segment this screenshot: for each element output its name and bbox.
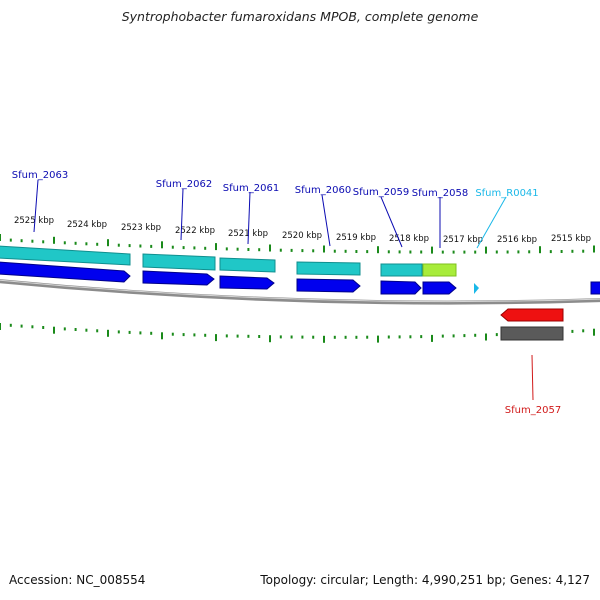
- kbp-label: 2520 kbp: [282, 231, 322, 241]
- genome-title: Syntrophobacter fumaroxidans MPOB, compl…: [121, 9, 479, 24]
- reverse-cds-arrow[interactable]: [500, 308, 564, 322]
- cds-arrow[interactable]: [142, 270, 215, 286]
- kbp-label: 2518 kbp: [389, 234, 429, 244]
- cds-arrow[interactable]: [296, 278, 361, 293]
- kbp-label: 2522 kbp: [175, 226, 215, 236]
- gene-feature[interactable]: [219, 257, 276, 273]
- reverse-gene-feature[interactable]: [500, 326, 564, 341]
- kbp-scale-labels: 2525 kbp 2524 kbp 2523 kbp 2522 kbp 2521…: [14, 216, 591, 245]
- kbp-label: 2519 kbp: [336, 233, 376, 243]
- pseudo-gene-feature[interactable]: [422, 263, 457, 277]
- reverse-gene-track: [500, 308, 564, 341]
- gene-label-sfum-r0041[interactable]: Sfum_R0041: [475, 188, 538, 199]
- leader-line: [180, 188, 184, 241]
- upper-tick-scale: [0, 234, 595, 254]
- kbp-label: 2525 kbp: [14, 216, 54, 226]
- gene-label-sfum-2058[interactable]: Sfum_2058: [412, 188, 468, 199]
- forward-gene-labels: Sfum_2063 Sfum_2062 Sfum_2061 Sfum_2060 …: [12, 170, 539, 199]
- leader-line: [33, 179, 39, 233]
- gene-label-sfum-2063[interactable]: Sfum_2063: [12, 170, 68, 181]
- kbp-label: 2516 kbp: [497, 235, 537, 245]
- gene-feature[interactable]: [296, 261, 361, 276]
- kbp-label: 2517 kbp: [443, 235, 483, 245]
- kbp-label: 2524 kbp: [67, 220, 107, 230]
- gene-label-sfum-2059[interactable]: Sfum_2059: [353, 187, 409, 198]
- kbp-label: 2523 kbp: [121, 223, 161, 233]
- gene-label-sfum-2061[interactable]: Sfum_2061: [223, 183, 279, 194]
- gene-feature[interactable]: [142, 253, 216, 271]
- leader-line: [247, 191, 251, 245]
- gene-feature[interactable]: [0, 245, 131, 266]
- cds-arrow[interactable]: [590, 281, 600, 295]
- genome-backbone: [0, 279, 600, 305]
- genome-summary-text: Topology: circular; Length: 4,990,251 bp…: [260, 573, 590, 587]
- gene-label-sfum-2062[interactable]: Sfum_2062: [156, 179, 212, 190]
- forward-gene-track: [0, 245, 457, 277]
- gene-feature[interactable]: [380, 263, 423, 277]
- rna-arrow[interactable]: [474, 283, 479, 294]
- leader-line: [531, 354, 534, 401]
- forward-label-leaders: [33, 179, 507, 249]
- kbp-label: 2515 kbp: [551, 234, 591, 244]
- forward-cds-track: [0, 261, 600, 295]
- cds-arrow[interactable]: [0, 261, 131, 283]
- gene-label-sfum-2060[interactable]: Sfum_2060: [295, 185, 351, 196]
- gene-label-sfum-2057[interactable]: Sfum_2057: [505, 405, 561, 416]
- genome-backbone-highlight: [0, 279, 600, 303]
- accession-text: Accession: NC_008554: [9, 573, 146, 587]
- cds-arrow[interactable]: [380, 280, 422, 295]
- cds-arrow[interactable]: [219, 275, 275, 290]
- leader-line: [321, 194, 331, 247]
- leader-line: [476, 196, 507, 249]
- leader-line: [380, 196, 403, 248]
- cds-arrow[interactable]: [422, 281, 457, 295]
